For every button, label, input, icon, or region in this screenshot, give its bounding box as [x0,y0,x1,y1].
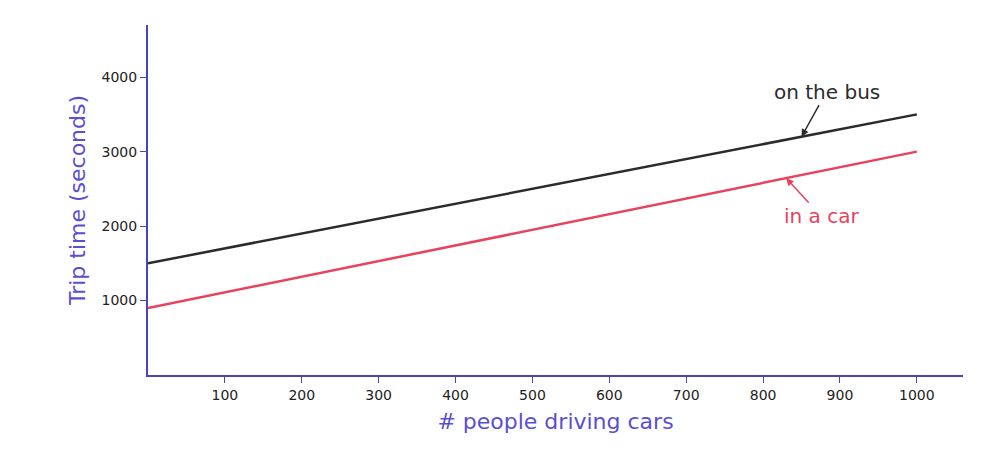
svg-text:900: 900 [827,387,854,403]
svg-text:100: 100 [212,387,239,403]
svg-text:1000: 1000 [899,387,935,403]
svg-text:1000: 1000 [102,292,138,308]
svg-text:4000: 4000 [102,69,138,85]
svg-text:in a car: in a car [784,204,859,228]
svg-text:600: 600 [596,387,623,403]
svg-text:500: 500 [519,387,546,403]
svg-text:400: 400 [442,387,469,403]
svg-text:200: 200 [288,387,315,403]
svg-text:on the bus: on the bus [774,80,880,104]
svg-text:800: 800 [750,387,777,403]
svg-text:2000: 2000 [102,218,138,234]
svg-text:# people driving cars: # people driving cars [437,409,673,434]
svg-text:700: 700 [673,387,700,403]
svg-text:Trip time (seconds): Trip time (seconds) [65,95,90,306]
svg-text:3000: 3000 [102,144,138,160]
svg-text:300: 300 [365,387,392,403]
